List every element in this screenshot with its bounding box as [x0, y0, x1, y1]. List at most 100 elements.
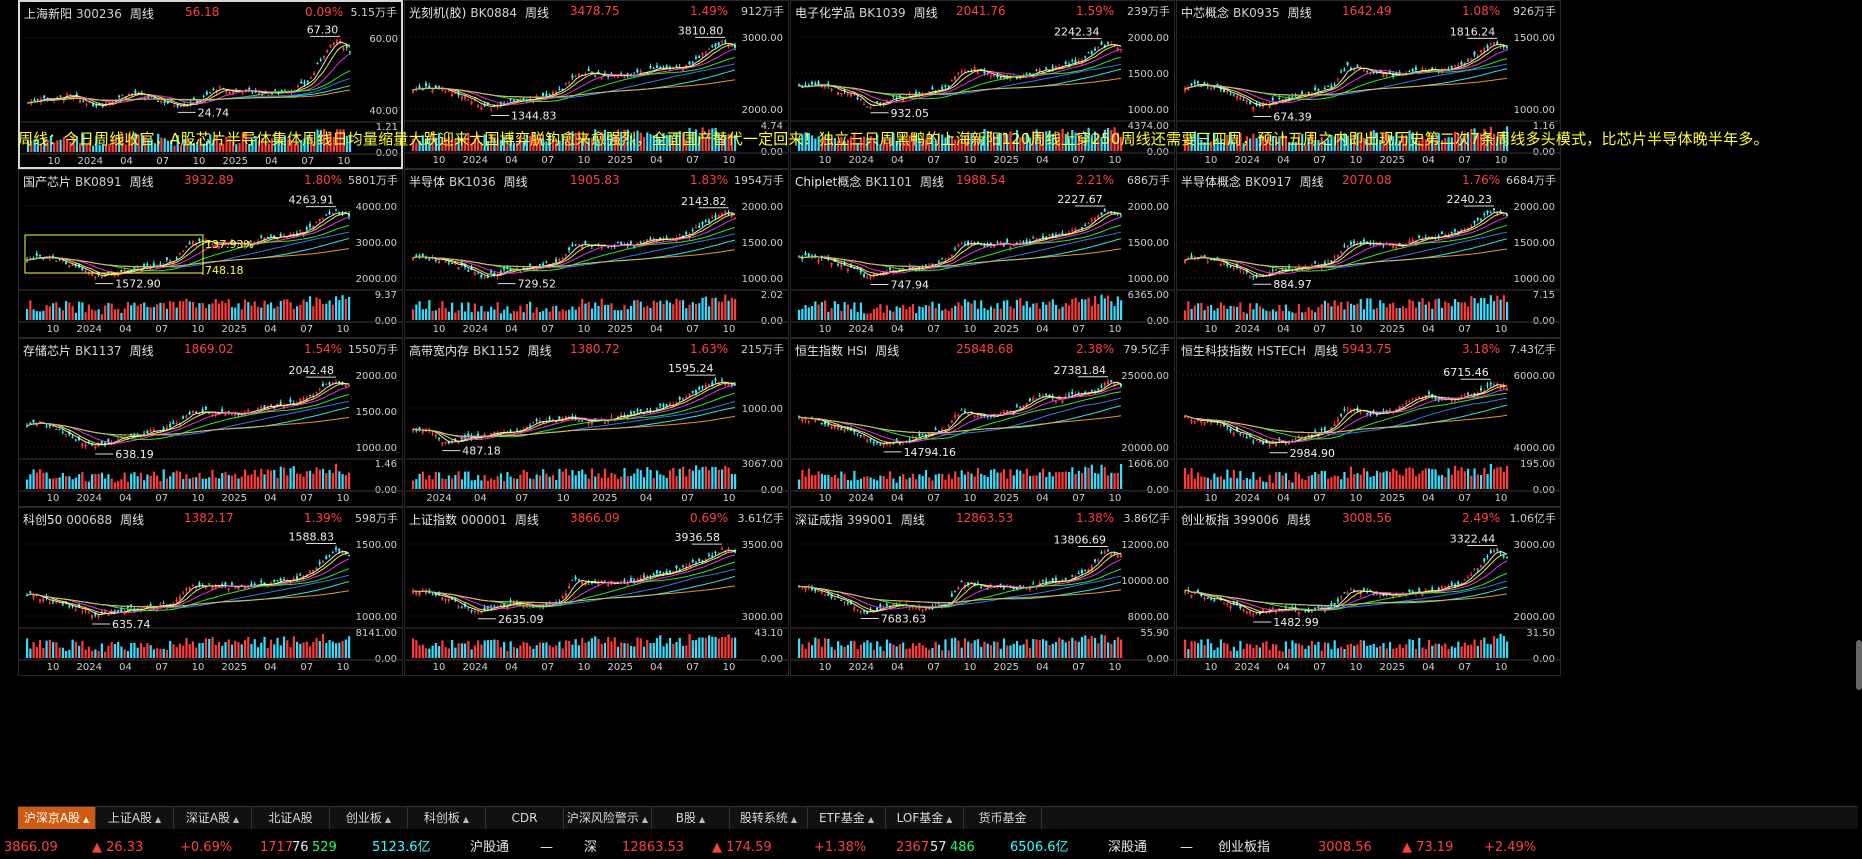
- chart-panel[interactable]: 上证指数 000001 周线 3866.09 0.69% 3.61亿手 3500.00 300…: [404, 507, 789, 676]
- volume-bar: [551, 475, 555, 489]
- volume-bar: [1080, 473, 1084, 489]
- volume-bar: [98, 144, 101, 152]
- chart-panel[interactable]: 存储芯片 BK1137 周线 1869.02 1.54% 1550万手 2000.00 150…: [18, 338, 403, 507]
- volume-bar: [334, 643, 338, 658]
- volume-bar: [512, 478, 516, 489]
- x-tick-label: 2024: [849, 493, 874, 504]
- volume-bar: [1434, 299, 1437, 320]
- candle-body: [525, 426, 528, 428]
- volume-bar: [198, 472, 201, 489]
- volume-bar: [1444, 137, 1447, 151]
- chart-panel[interactable]: 光刻机(胶) BK0884 周线 3478.75 1.49% 912万手 3000.00 20…: [404, 0, 789, 169]
- volume-bar: [1035, 302, 1038, 320]
- candle-body: [263, 405, 266, 408]
- volume-bar: [338, 300, 341, 320]
- candle-body: [564, 254, 567, 256]
- candle-body: [143, 264, 146, 267]
- candle-body: [1090, 390, 1093, 392]
- candle-body: [312, 225, 315, 229]
- panel-period: 周线: [525, 6, 550, 20]
- chart-panel[interactable]: 恒生科技指数 HSTECH 周线 5943.75 3.18% 7.43亿手 6000.00 4…: [1176, 338, 1561, 507]
- volume-bar: [659, 635, 662, 658]
- panel-price: 25848.68: [956, 342, 1014, 356]
- volume-bar: [247, 636, 250, 658]
- candle-body: [84, 270, 87, 273]
- volume-bar: [908, 648, 911, 658]
- volume-bar: [665, 643, 668, 658]
- chart-panel[interactable]: 半导体 BK1036 周线 1905.83 1.83% 1954万手 2000.00 1500…: [404, 169, 789, 338]
- volume-bar: [325, 473, 328, 489]
- candle-body: [1262, 441, 1265, 445]
- chart-panel[interactable]: 深证成指 399001 周线 12863.53 1.38% 3.86亿手 12000.00 1…: [790, 507, 1175, 676]
- volume-bar: [1314, 140, 1317, 151]
- volume-bar: [227, 474, 230, 489]
- candle-body: [577, 243, 580, 246]
- volume-bar: [1242, 479, 1245, 489]
- volume-bar: [221, 645, 224, 658]
- candle-body: [325, 556, 328, 560]
- volume-bar: [43, 138, 46, 152]
- chart-panel[interactable]: 电子化学品 BK1039 周线 2041.76 1.59% 239万手 2000.00 150…: [790, 0, 1175, 169]
- volume-bar: [1353, 304, 1356, 320]
- volume-bar: [1434, 469, 1437, 489]
- volume-bar: [902, 474, 905, 489]
- candle-body: [279, 578, 282, 581]
- volume-bar: [1097, 473, 1100, 489]
- volume-bar: [69, 142, 72, 152]
- candle-body: [1502, 214, 1505, 216]
- y-tick-label: 1500.00: [1128, 69, 1169, 80]
- panel-change: 1.39%: [304, 511, 343, 525]
- volume-bar: [1411, 468, 1414, 489]
- chart-panel[interactable]: 科创50 000688 周线 1382.17 1.39% 598万手 1500.00 1000…: [18, 507, 403, 676]
- candle-body: [944, 85, 947, 87]
- volume-bar: [1015, 130, 1019, 151]
- volume-bar: [237, 303, 240, 320]
- chart-panel[interactable]: Chiplet概念 BK1101 周线 1988.54 2.21% 686万手 2000.0…: [790, 169, 1175, 338]
- panel-price: 12863.53: [956, 511, 1014, 525]
- candle-body: [908, 608, 911, 610]
- volume-bar: [574, 475, 577, 489]
- volume-bar: [1310, 475, 1314, 489]
- chart-panel[interactable]: 高带宽内存 BK1152 周线 1380.72 1.63% 215万手 1000.00 306…: [404, 338, 789, 507]
- chart-panel[interactable]: 中芯概念 BK0935 周线 1642.49 1.08% 926万手 1500.00 1000…: [1176, 0, 1561, 169]
- candle-body: [685, 397, 688, 399]
- candle-body: [1090, 565, 1093, 569]
- volume-bar: [1077, 132, 1080, 151]
- candle-body: [1015, 77, 1018, 79]
- panel-code: BK1137: [75, 344, 122, 358]
- panel-chart: 12000.0010000.008000.0055.900.0013806.69…: [791, 533, 1174, 673]
- x-tick-label: 2024: [1235, 493, 1260, 504]
- volume-bar: [814, 475, 817, 489]
- volume-bar: [457, 310, 460, 320]
- candle-body: [1226, 262, 1229, 266]
- volume-bar: [545, 308, 548, 320]
- volume-bar: [512, 310, 516, 320]
- candle-body: [529, 605, 532, 607]
- volume-bar: [1074, 640, 1077, 658]
- x-tick-label: 04: [505, 155, 518, 166]
- candle-body: [724, 551, 727, 553]
- candle-body: [817, 81, 820, 84]
- volume-bar: [999, 308, 1002, 320]
- candle-body: [950, 593, 953, 597]
- candle-body: [325, 214, 328, 216]
- candle-body: [267, 94, 270, 96]
- volume-bar: [42, 472, 45, 489]
- volume-bar: [1333, 136, 1336, 151]
- volume-bar: [603, 305, 607, 320]
- y-tick-label: 1000.00: [1514, 274, 1555, 285]
- candle-body: [629, 578, 632, 582]
- chart-panel[interactable]: 半导体概念 BK0917 周线 2070.08 1.76% 6684万手 2000.00 15…: [1176, 169, 1561, 338]
- candle-body: [1002, 76, 1005, 79]
- chart-panel[interactable]: 国产芯片 BK0891 周线 3932.89 1.80% 5801万手 4000.00 300…: [18, 169, 403, 338]
- volume-bar: [250, 644, 253, 658]
- volume-bar: [149, 645, 152, 658]
- volume-bar: [921, 476, 924, 489]
- chart-panel[interactable]: 恒生指数 HSI 周线 25848.68 2.38% 79.5亿手 25000.00 2000…: [790, 338, 1175, 507]
- chart-panel[interactable]: 上海新阳 300236 周线 56.18 0.09% 5.15万手 60.00 40.00 1.…: [18, 0, 403, 169]
- vol-tick-label: 55.90: [1140, 628, 1169, 639]
- volume-bar: [704, 637, 707, 658]
- candle-body: [425, 590, 428, 594]
- candle-body: [1343, 409, 1346, 411]
- candle-body: [1200, 420, 1203, 423]
